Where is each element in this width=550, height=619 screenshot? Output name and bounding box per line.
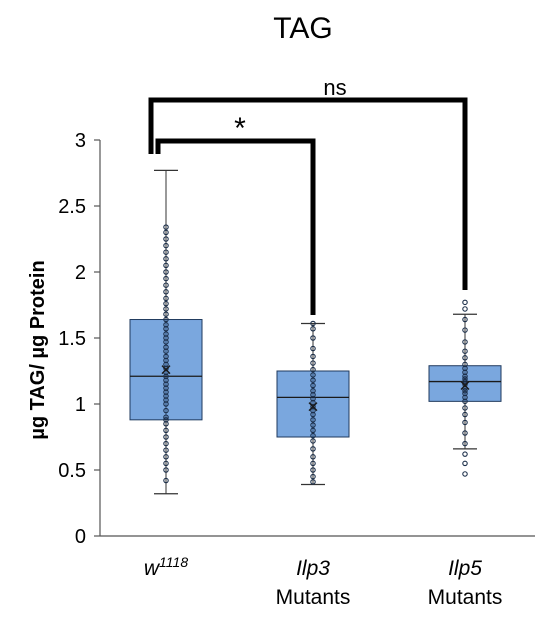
data-point	[163, 262, 169, 269]
significance-label: ns	[323, 75, 346, 100]
data-point	[310, 479, 316, 485]
data-point	[462, 471, 468, 477]
data-point	[310, 432, 316, 439]
data-point	[163, 275, 169, 282]
data-point	[310, 460, 316, 467]
data-point	[462, 339, 468, 345]
data-point	[462, 405, 468, 411]
x-category-label: Ilp3	[296, 557, 330, 580]
data-point	[163, 417, 169, 423]
data-point	[310, 388, 316, 394]
data-point	[462, 355, 468, 361]
data-point	[462, 376, 468, 382]
box-group	[276, 320, 350, 486]
data-point	[163, 427, 169, 434]
data-point	[462, 378, 468, 385]
data-point	[163, 447, 169, 453]
data-point	[163, 306, 169, 312]
data-point	[310, 417, 316, 423]
data-point	[163, 295, 169, 302]
y-tick-label: 1	[75, 394, 86, 416]
significance-label: *	[234, 112, 246, 145]
x-category-sublabel: Mutants	[276, 586, 351, 609]
data-point	[310, 320, 316, 327]
data-point	[310, 326, 316, 332]
data-point	[310, 366, 316, 373]
data-point	[462, 306, 468, 312]
mean-marker	[308, 402, 318, 412]
y-tick-label: 1.5	[58, 328, 86, 350]
data-point	[310, 427, 316, 434]
data-point	[462, 430, 468, 436]
data-point	[310, 382, 316, 389]
box-group	[428, 299, 502, 477]
y-tick-label: 0	[75, 526, 86, 548]
data-point	[163, 249, 169, 255]
data-point	[163, 467, 169, 473]
data-point	[310, 467, 316, 473]
data-point	[163, 454, 169, 460]
data-point	[310, 422, 316, 428]
data-point	[163, 460, 169, 467]
data-point	[462, 451, 468, 457]
data-point	[462, 440, 468, 447]
data-point	[163, 344, 169, 350]
data-point	[310, 446, 316, 452]
data-point	[163, 407, 169, 414]
data-point	[163, 440, 169, 447]
significance-bracket	[155, 138, 316, 315]
data-point	[310, 372, 316, 378]
data-point	[310, 473, 316, 480]
x-category-label: w1118	[144, 554, 188, 580]
significance-bracket	[148, 97, 468, 290]
data-point	[163, 477, 169, 484]
data-point	[462, 361, 468, 368]
x-category-label: Ilp5	[448, 557, 482, 580]
data-point	[462, 411, 468, 418]
data-point	[163, 300, 169, 307]
data-point	[310, 360, 316, 366]
y-tick-label: 2	[75, 262, 86, 284]
data-point	[163, 331, 169, 337]
x-category-sublabel: Mutants	[428, 586, 503, 609]
data-point	[163, 322, 169, 328]
y-axis-label: µg TAG/ µg Protein	[27, 260, 49, 439]
y-tick-label: 0.5	[58, 460, 86, 482]
mean-marker	[161, 365, 171, 375]
data-point	[163, 289, 169, 295]
data-point	[310, 454, 316, 460]
data-point	[462, 388, 468, 394]
data-point	[163, 242, 169, 249]
data-point	[462, 419, 468, 426]
data-point	[163, 236, 169, 242]
data-point	[163, 224, 169, 230]
box-group	[129, 169, 203, 495]
data-point	[310, 438, 316, 444]
y-tick-label: 3	[75, 130, 86, 152]
data-point	[163, 434, 169, 440]
data-point	[462, 348, 468, 354]
data-point	[163, 353, 169, 360]
y-tick-label: 2.5	[58, 196, 86, 218]
chart-title: TAG	[273, 12, 332, 45]
data-point	[462, 327, 468, 333]
data-point	[163, 311, 169, 317]
data-point	[163, 229, 169, 236]
mean-marker	[460, 381, 470, 391]
x-category-superscript: 1118	[159, 554, 188, 570]
data-point	[462, 316, 468, 323]
data-point	[310, 353, 316, 360]
data-point	[163, 316, 169, 323]
data-point	[163, 256, 169, 262]
data-point	[462, 299, 468, 306]
data-point	[163, 414, 169, 420]
data-point	[462, 390, 468, 397]
data-point	[310, 345, 316, 352]
data-point	[163, 269, 169, 275]
data-point	[310, 335, 316, 341]
data-point	[310, 377, 316, 383]
data-point	[462, 460, 468, 467]
data-point	[163, 282, 169, 288]
